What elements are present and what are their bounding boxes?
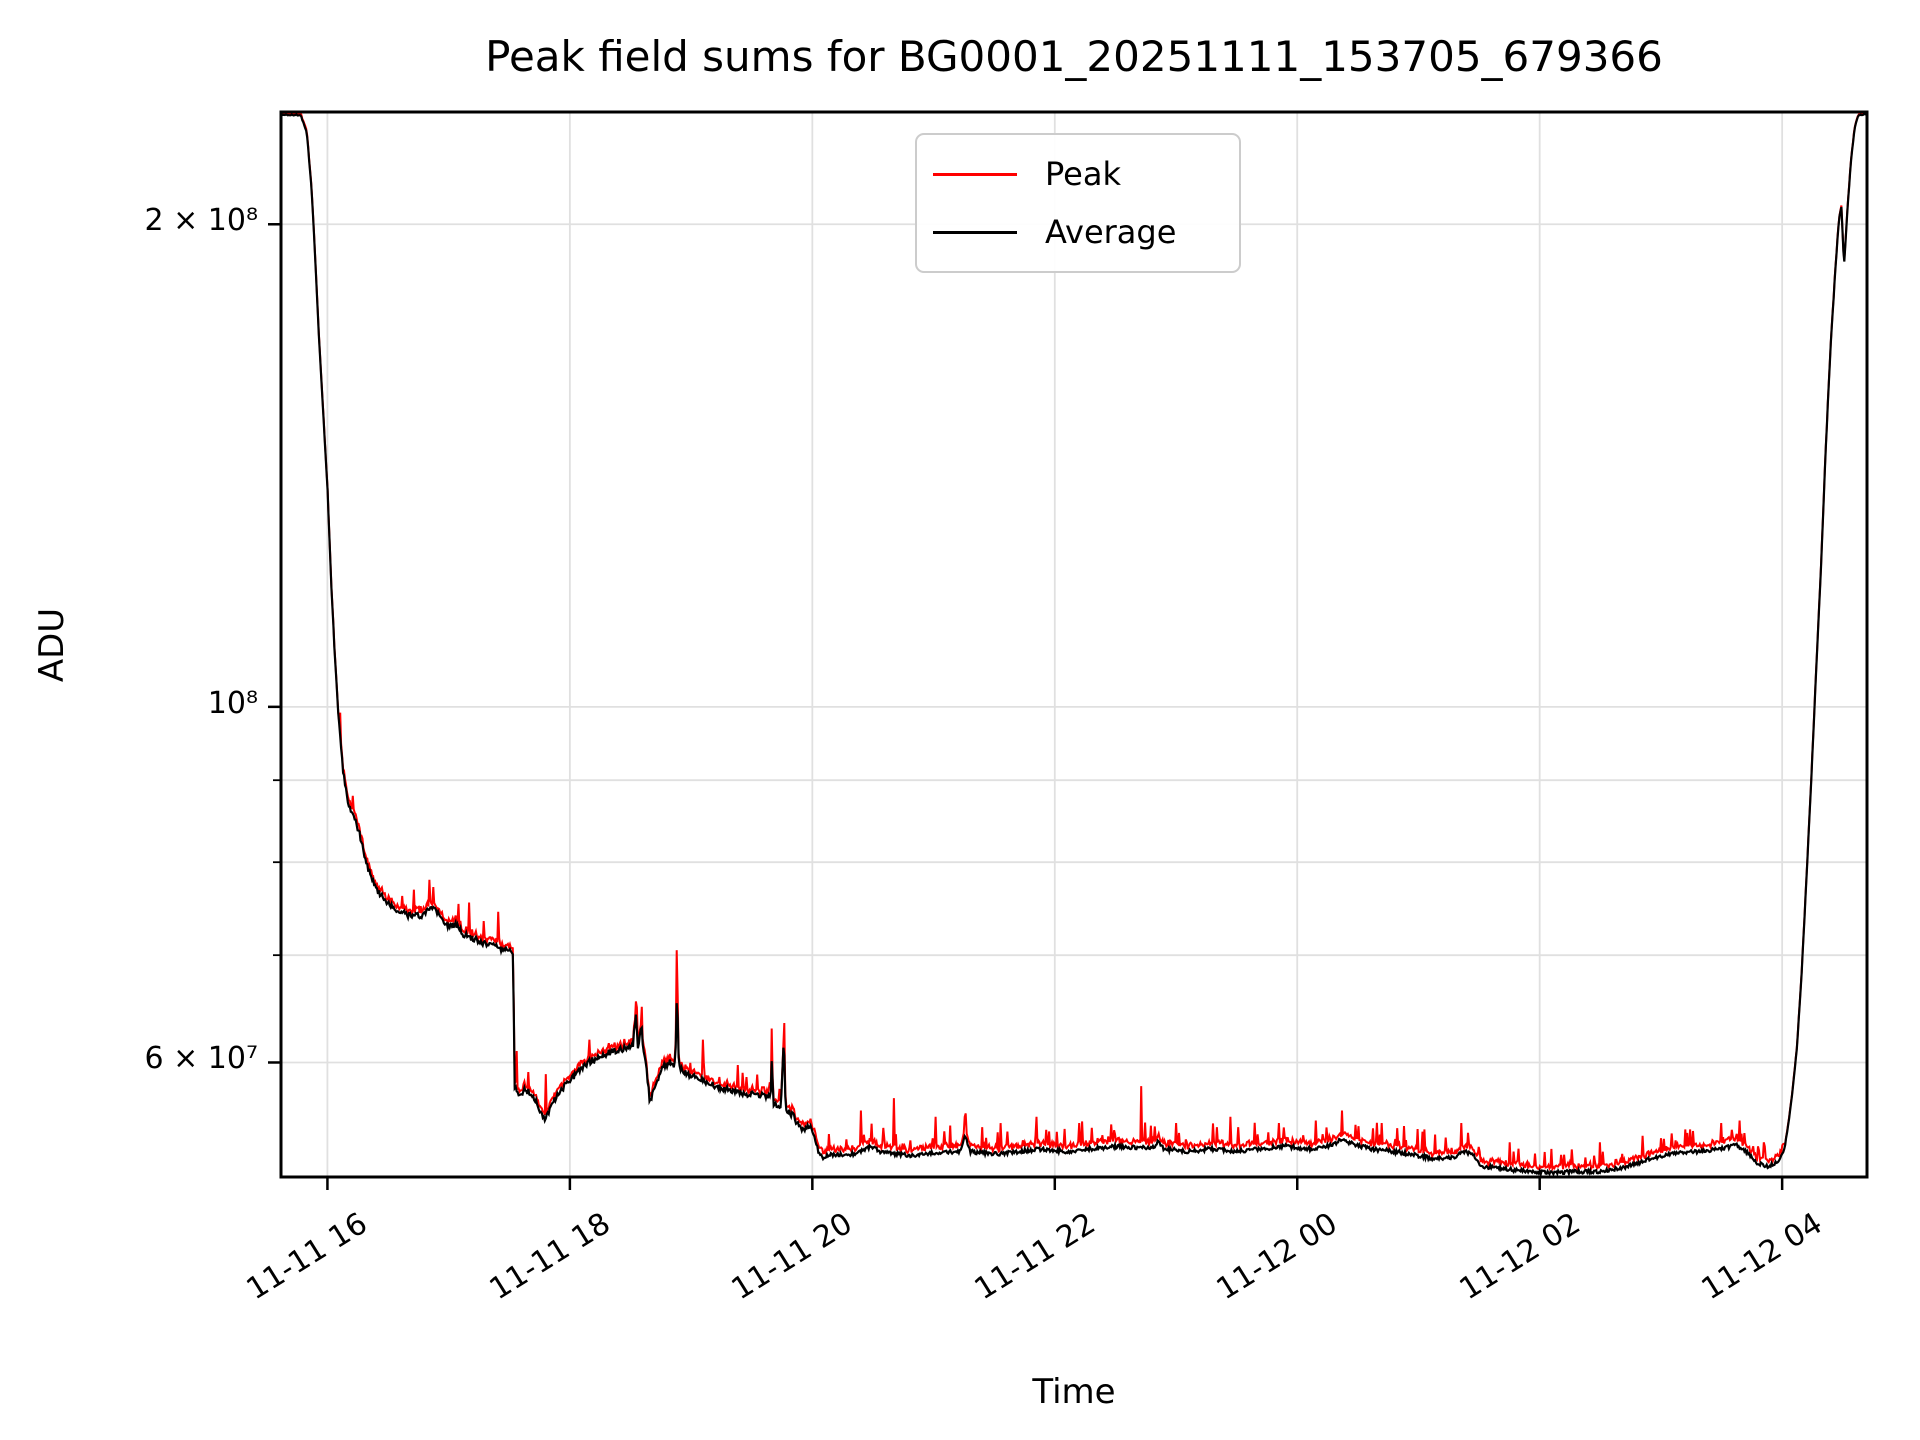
y-tick-label: 2 × 10⁸: [144, 203, 259, 239]
x-axis-label: Time: [1032, 1372, 1116, 1412]
legend-label: Peak: [1045, 155, 1121, 193]
legend-entry-average: Average: [917, 210, 1239, 254]
legend: Peak Average: [915, 133, 1241, 273]
plot-frame: [279, 110, 1869, 1179]
peak-line-swatch: [933, 172, 1017, 176]
y-tick-label: 10⁸: [207, 685, 258, 721]
average-line-swatch: [933, 230, 1017, 234]
legend-label: Average: [1045, 213, 1177, 251]
average-series-line: [281, 112, 1867, 1177]
legend-entry-peak: Peak: [917, 152, 1239, 196]
y-tick-label: 6 × 10⁷: [144, 1041, 259, 1077]
peak-series-line: [281, 112, 1867, 1173]
chart-title: Peak field sums for BG0001_20251111_1537…: [485, 32, 1663, 81]
